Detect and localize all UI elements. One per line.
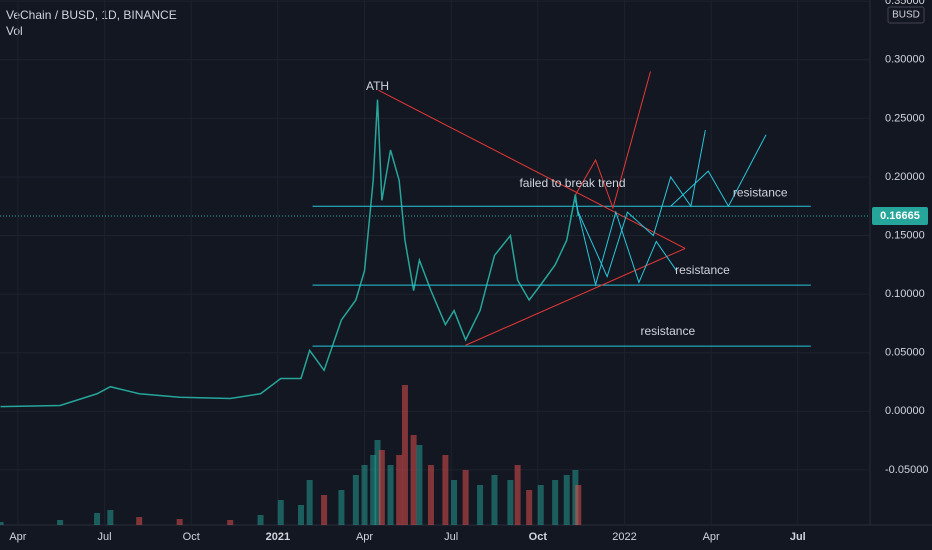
y-tick-label: 0.20000 bbox=[885, 171, 925, 183]
subtitle: Vol bbox=[6, 24, 23, 38]
currency: BUSD bbox=[892, 10, 920, 21]
x-tick-label: Oct bbox=[529, 531, 548, 543]
volume-bar bbox=[514, 465, 521, 525]
volume-bar bbox=[477, 485, 484, 525]
volume-bar bbox=[361, 465, 368, 525]
chart-title: VeChain / BUSD, 1D, BINANCE bbox=[6, 8, 177, 22]
volume-bar bbox=[378, 450, 385, 525]
x-tick-label: Jul bbox=[444, 531, 458, 543]
last-price-label: 0.16665 bbox=[880, 210, 920, 222]
last-price-box bbox=[872, 207, 928, 226]
volume-bar bbox=[374, 440, 381, 525]
volume-bar bbox=[370, 455, 377, 525]
volume-bar bbox=[526, 490, 533, 525]
volume-bar bbox=[257, 515, 264, 525]
trend-drawing bbox=[670, 134, 767, 208]
price-line bbox=[0, 99, 580, 408]
y-tick-label: 0.00000 bbox=[885, 405, 925, 417]
volume-bar bbox=[136, 517, 143, 525]
volume-bar bbox=[491, 475, 498, 525]
volume-bar bbox=[321, 495, 328, 525]
trend-drawing bbox=[574, 200, 677, 287]
y-tick-label: 0.30000 bbox=[885, 54, 925, 66]
volume-bar bbox=[462, 470, 469, 525]
volume-bar bbox=[537, 485, 544, 525]
x-tick-label: Oct bbox=[183, 531, 200, 543]
x-tick-label: 2021 bbox=[266, 531, 290, 543]
volume-bar bbox=[451, 480, 458, 525]
y-tick-label: 0.05000 bbox=[885, 347, 925, 359]
annotation: resistance bbox=[675, 263, 730, 277]
annotation: resistance bbox=[640, 324, 695, 338]
annotation: resistance bbox=[733, 186, 788, 200]
x-tick-label: Apr bbox=[356, 531, 373, 543]
x-tick-label: 2022 bbox=[612, 531, 636, 543]
volume-bar bbox=[176, 519, 183, 525]
trend-drawing bbox=[575, 71, 651, 210]
annotation: failed to break trend bbox=[519, 176, 625, 190]
volume-bar bbox=[507, 480, 514, 525]
x-tick-label: Jul bbox=[790, 531, 806, 543]
volume-bar bbox=[410, 435, 417, 525]
volume-bar bbox=[552, 480, 559, 525]
volume-bar bbox=[416, 445, 423, 525]
volume-bar bbox=[352, 475, 359, 525]
volume-bar bbox=[0, 522, 4, 525]
volume-bar bbox=[387, 465, 394, 525]
y-tick-label: 0.15000 bbox=[885, 229, 925, 241]
volume-bar bbox=[277, 500, 284, 525]
volume-bar bbox=[442, 455, 449, 525]
volume-bar bbox=[297, 505, 304, 525]
volume-bar bbox=[575, 485, 582, 525]
volume-bar bbox=[338, 490, 345, 525]
volume-bar bbox=[57, 520, 64, 525]
y-tick-label: -0.05000 bbox=[885, 464, 928, 476]
x-tick-label: Apr bbox=[703, 531, 720, 543]
volume-bar bbox=[107, 510, 114, 525]
y-tick-label: 0.10000 bbox=[885, 288, 925, 300]
y-tick-label: 0.25000 bbox=[885, 112, 925, 124]
volume-bar bbox=[427, 465, 434, 525]
volume-bar bbox=[396, 455, 403, 525]
currency-box bbox=[887, 6, 925, 24]
trend-drawing bbox=[465, 247, 686, 346]
trend-drawing bbox=[577, 129, 706, 278]
annotation: ATH bbox=[366, 79, 389, 93]
volume-bar bbox=[306, 480, 313, 525]
volume-bar bbox=[563, 475, 570, 525]
y-tick-label: 0.35000 bbox=[885, 0, 925, 7]
x-tick-label: Jul bbox=[98, 531, 112, 543]
volume-bar bbox=[227, 520, 234, 525]
trend-drawing bbox=[378, 89, 686, 249]
volume-bar bbox=[401, 385, 408, 525]
x-tick-label: Apr bbox=[9, 531, 26, 543]
volume-bar bbox=[94, 513, 101, 525]
